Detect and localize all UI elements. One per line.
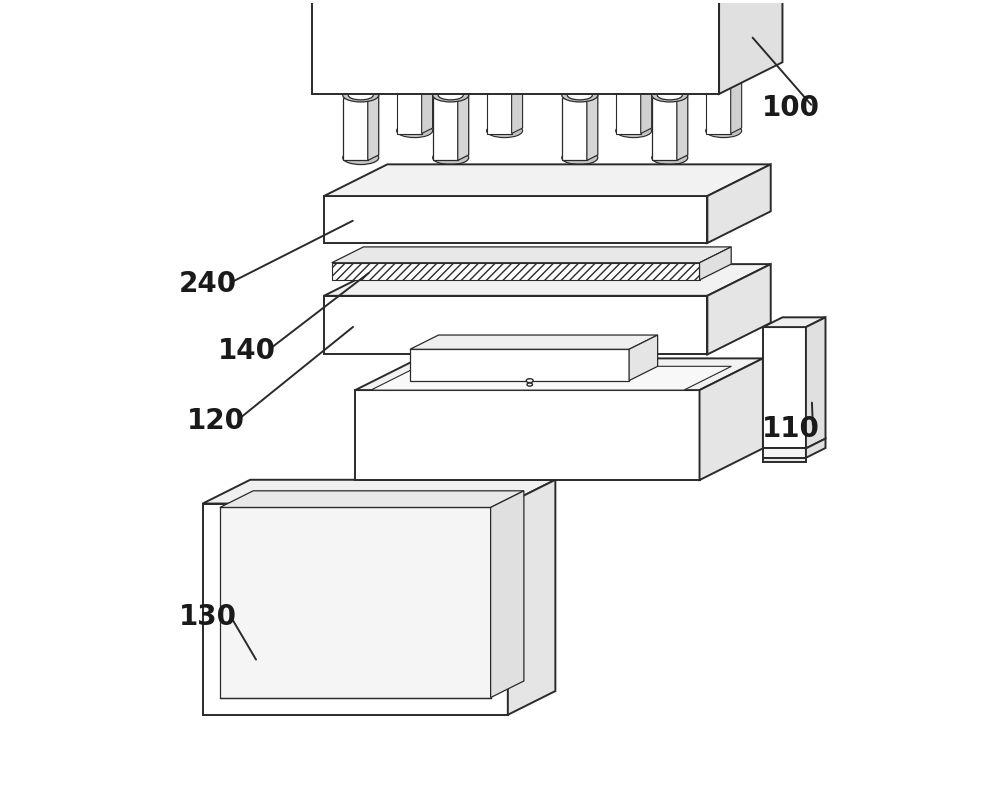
Text: 240: 240 xyxy=(179,270,237,299)
Ellipse shape xyxy=(562,151,598,165)
Polygon shape xyxy=(332,262,700,280)
Polygon shape xyxy=(806,318,825,448)
Polygon shape xyxy=(629,335,658,381)
Polygon shape xyxy=(368,92,379,161)
Ellipse shape xyxy=(438,91,463,100)
Ellipse shape xyxy=(397,124,433,138)
Polygon shape xyxy=(587,92,598,161)
Polygon shape xyxy=(491,491,524,697)
Ellipse shape xyxy=(711,63,736,73)
Polygon shape xyxy=(763,448,806,458)
Polygon shape xyxy=(410,349,629,381)
Ellipse shape xyxy=(526,379,533,383)
Polygon shape xyxy=(355,359,763,390)
Polygon shape xyxy=(343,98,368,161)
Polygon shape xyxy=(719,0,782,94)
Polygon shape xyxy=(422,65,433,133)
Text: 100: 100 xyxy=(762,95,820,122)
Ellipse shape xyxy=(527,383,532,386)
Ellipse shape xyxy=(562,88,598,102)
Polygon shape xyxy=(324,196,707,243)
Ellipse shape xyxy=(348,91,373,100)
Polygon shape xyxy=(410,335,658,349)
Polygon shape xyxy=(677,92,688,161)
Ellipse shape xyxy=(706,61,742,75)
Polygon shape xyxy=(707,165,771,243)
Polygon shape xyxy=(324,165,771,196)
Polygon shape xyxy=(806,439,825,458)
Ellipse shape xyxy=(492,63,517,73)
Polygon shape xyxy=(458,92,469,161)
Polygon shape xyxy=(562,98,587,161)
Polygon shape xyxy=(641,65,652,133)
Polygon shape xyxy=(700,359,763,480)
Ellipse shape xyxy=(621,63,646,73)
Text: 110: 110 xyxy=(762,415,820,443)
Polygon shape xyxy=(616,71,641,133)
Polygon shape xyxy=(397,71,422,133)
Polygon shape xyxy=(324,296,707,355)
Ellipse shape xyxy=(487,61,523,75)
Polygon shape xyxy=(706,71,731,133)
Polygon shape xyxy=(707,264,771,355)
Polygon shape xyxy=(324,264,771,296)
Ellipse shape xyxy=(487,124,523,138)
Polygon shape xyxy=(763,318,825,327)
Polygon shape xyxy=(700,247,731,280)
Ellipse shape xyxy=(616,61,652,75)
Ellipse shape xyxy=(652,151,688,165)
Polygon shape xyxy=(332,247,731,262)
Polygon shape xyxy=(487,71,512,133)
Polygon shape xyxy=(763,458,806,463)
Ellipse shape xyxy=(433,88,469,102)
Polygon shape xyxy=(371,366,731,390)
Polygon shape xyxy=(203,480,555,504)
Polygon shape xyxy=(312,0,719,94)
Polygon shape xyxy=(355,390,700,480)
Polygon shape xyxy=(508,480,555,715)
Ellipse shape xyxy=(652,88,688,102)
Ellipse shape xyxy=(616,124,652,138)
Ellipse shape xyxy=(343,151,379,165)
Polygon shape xyxy=(220,507,491,697)
Polygon shape xyxy=(220,491,524,507)
Text: 140: 140 xyxy=(218,336,276,365)
Ellipse shape xyxy=(657,91,682,100)
Ellipse shape xyxy=(397,61,433,75)
Polygon shape xyxy=(652,98,677,161)
Ellipse shape xyxy=(706,124,742,138)
Ellipse shape xyxy=(567,91,592,100)
Polygon shape xyxy=(763,327,806,448)
Text: 120: 120 xyxy=(187,407,245,435)
Polygon shape xyxy=(433,98,458,161)
Ellipse shape xyxy=(433,151,469,165)
Polygon shape xyxy=(203,504,508,715)
Ellipse shape xyxy=(402,63,427,73)
Text: 130: 130 xyxy=(179,603,237,631)
Polygon shape xyxy=(731,65,742,133)
Polygon shape xyxy=(512,65,523,133)
Ellipse shape xyxy=(343,88,379,102)
